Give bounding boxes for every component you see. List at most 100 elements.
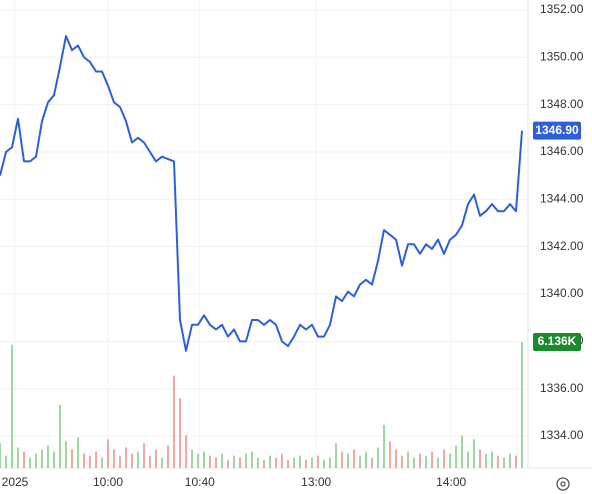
volume-bar (437, 457, 439, 468)
volume-bar (371, 457, 373, 468)
volume-bar (455, 445, 457, 468)
volume-bar (353, 449, 355, 468)
volume-bar (509, 453, 511, 468)
volume-bar (137, 451, 139, 468)
volume-bar (305, 459, 307, 468)
volume-label-box (533, 333, 581, 351)
volume-bar (149, 455, 151, 468)
volume-bar (155, 449, 157, 468)
price-line (0, 35, 523, 352)
volume-bar (281, 453, 283, 468)
volume-bar (299, 455, 301, 468)
volume-bar (5, 455, 7, 468)
volume-bar (101, 457, 103, 468)
volume-bar (209, 455, 211, 468)
volume-bar (89, 455, 91, 468)
volume-bar (41, 449, 43, 468)
volume-bar (29, 457, 31, 468)
volume-bar (323, 459, 325, 468)
volume-bar (491, 451, 493, 468)
volume-bar (341, 451, 343, 468)
volume-bar (167, 445, 169, 468)
x-tick-label: 10:00 (93, 475, 123, 489)
volume-bar (125, 447, 127, 468)
y-tick-label: 1352.00 (540, 2, 584, 16)
volume-bar (119, 455, 121, 468)
volume-bar (413, 457, 415, 468)
volume-bar (275, 457, 277, 468)
volume-bar (425, 455, 427, 468)
volume-bar (311, 457, 313, 468)
volume-bar (227, 459, 229, 468)
volume-bar (143, 443, 145, 468)
volume-label: 6.136K (538, 334, 577, 348)
volume-bar (515, 455, 517, 468)
volume-bar (53, 451, 55, 468)
price-label: 1346.90 (535, 123, 579, 137)
volume-bar (215, 457, 217, 468)
volume-bar (11, 344, 13, 468)
volume-bar (251, 451, 253, 468)
y-tick-label: 1342.00 (540, 239, 584, 253)
y-tick-label: 1334.00 (540, 428, 584, 442)
volume-bar (383, 424, 385, 468)
volume-bar (203, 451, 205, 468)
volume-bar (191, 449, 193, 468)
volume-bar (287, 459, 289, 468)
volume-bar (407, 451, 409, 468)
volume-bar (35, 453, 37, 468)
volume-bar (269, 455, 271, 468)
volume-bar (23, 451, 25, 468)
x-tick-label: 2025 (2, 475, 29, 489)
volume-bar (71, 449, 73, 468)
volume-bar (77, 437, 79, 468)
volume-bar (389, 441, 391, 468)
x-tick-label: 10:40 (185, 475, 215, 489)
y-tick-label: 1346.00 (540, 144, 584, 158)
volume-bar (113, 449, 115, 468)
y-tick-label: 1350.00 (540, 49, 584, 63)
volume-bar (239, 457, 241, 468)
volume-bar (17, 447, 19, 468)
settings-icon[interactable] (556, 477, 570, 491)
volume-bar (263, 459, 265, 468)
volume-bar (467, 451, 469, 468)
volume-bar (329, 457, 331, 468)
volume-bar (173, 375, 175, 468)
volume-bar (197, 453, 199, 468)
volume-bar (473, 439, 475, 468)
volume-bar (431, 451, 433, 468)
volume-bar (335, 443, 337, 468)
volume-bar (347, 453, 349, 468)
y-tick-label: 1344.00 (540, 191, 584, 205)
volume-bar (221, 453, 223, 468)
volume-bar (257, 457, 259, 468)
volume-bar (233, 455, 235, 468)
volume-bar (185, 435, 187, 468)
volume-bar (461, 435, 463, 468)
volume-bar (377, 447, 379, 468)
volume-bar (95, 451, 97, 468)
volume-bar (59, 404, 61, 468)
x-tick-label: 13:00 (301, 475, 331, 489)
price-label-box (533, 121, 581, 140)
volume-bar (359, 455, 361, 468)
volume-bar (0, 443, 1, 468)
volume-bar (485, 453, 487, 468)
y-tick-label: 1336.00 (540, 381, 584, 395)
volume-bar (521, 342, 523, 468)
y-tick-label: 1348.00 (540, 97, 584, 111)
volume-bar (107, 439, 109, 468)
volume-bar (503, 457, 505, 468)
volume-bar (83, 453, 85, 468)
x-tick-label: 14:00 (436, 475, 466, 489)
volume-bar (401, 455, 403, 468)
volume-bar (47, 445, 49, 468)
volume-bar (479, 449, 481, 468)
volume-bar (179, 398, 181, 468)
volume-bar (443, 449, 445, 468)
volume-bar (497, 455, 499, 468)
volume-bar (161, 457, 163, 468)
volume-bar (317, 455, 319, 468)
